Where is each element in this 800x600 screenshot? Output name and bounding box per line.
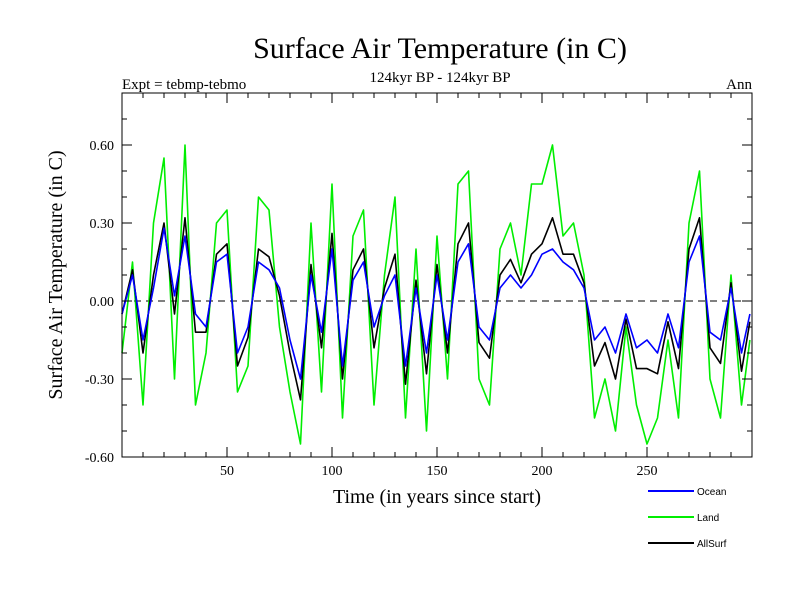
x-axis-label: Time (in years since start) bbox=[333, 486, 541, 508]
series-line-ocean bbox=[121, 227, 751, 380]
y-tick-label: -0.30 bbox=[85, 373, 114, 388]
y-tick-label: 0.30 bbox=[90, 217, 115, 232]
y-axis-label: Surface Air Temperature (in C) bbox=[45, 150, 67, 399]
y-tick-label: 0.60 bbox=[90, 139, 115, 154]
season-label: Ann bbox=[726, 77, 752, 93]
legend-label-allsurf: AllSurf bbox=[697, 539, 727, 550]
x-tick-label: 250 bbox=[637, 464, 658, 479]
legend: Ocean Land AllSurf bbox=[648, 487, 727, 550]
series-line-land bbox=[121, 144, 751, 445]
x-tick-label: 150 bbox=[427, 464, 448, 479]
x-tick-label: 200 bbox=[532, 464, 553, 479]
experiment-label: Expt = tebmp-tebmo bbox=[122, 77, 246, 93]
chart-subtitle: 124kyr BP - 124kyr BP bbox=[369, 70, 510, 86]
x-axis-ticks: 50 100 150 200 250 bbox=[142, 93, 732, 479]
series-line-allsurf bbox=[121, 217, 751, 401]
x-tick-label: 50 bbox=[220, 464, 234, 479]
y-tick-label: 0.00 bbox=[90, 295, 115, 310]
legend-label-ocean: Ocean bbox=[697, 487, 726, 498]
series-layer bbox=[121, 144, 751, 445]
x-tick-label: 100 bbox=[322, 464, 343, 479]
y-tick-label: -0.60 bbox=[85, 451, 114, 466]
legend-label-land: Land bbox=[697, 513, 719, 524]
chart-title: Surface Air Temperature (in C) bbox=[253, 32, 627, 65]
y-axis-ticks: -0.60 -0.30 0.00 0.30 0.60 bbox=[85, 92, 752, 466]
